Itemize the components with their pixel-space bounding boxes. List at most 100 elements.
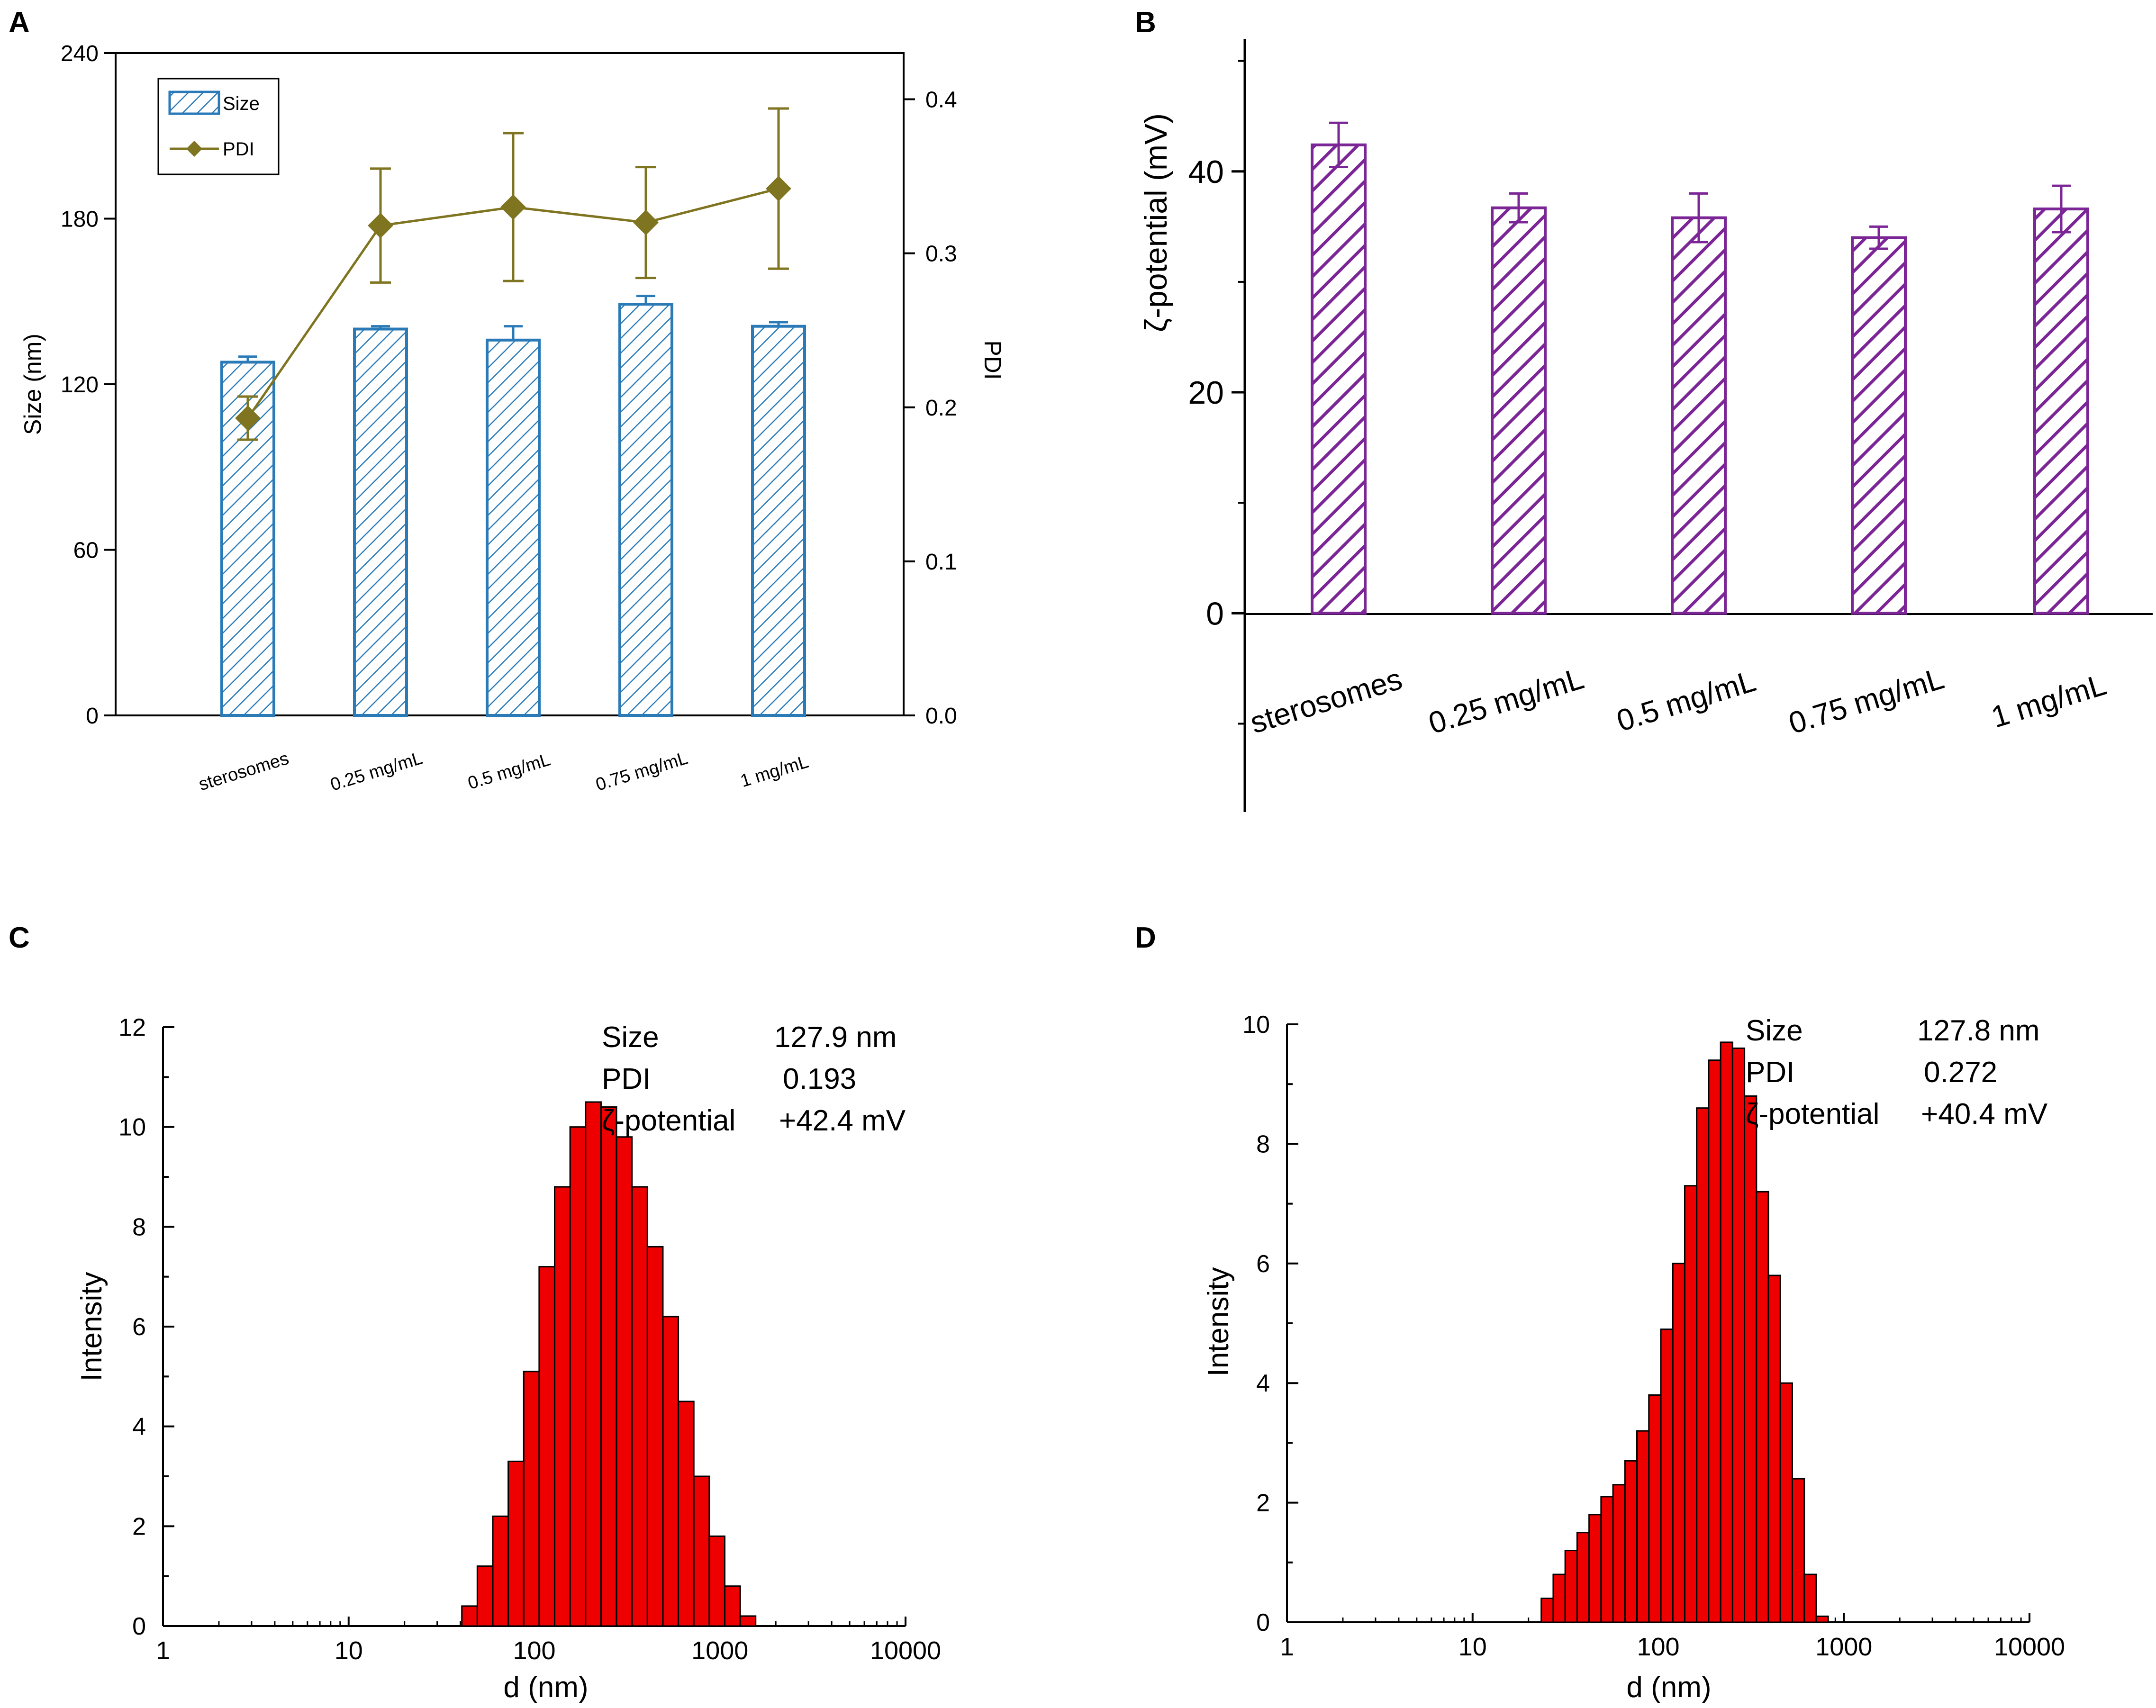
panel-d-y-axis-ticks: 0 2 4 6 8 10	[1242, 1011, 1298, 1636]
y2-tick-label: 0.2	[925, 396, 957, 421]
y-tick-label: 10	[118, 1114, 146, 1141]
histogram-bin	[724, 1585, 741, 1627]
panel-c-ylabel: Intensity	[75, 1272, 108, 1382]
y-tick-label: 4	[132, 1413, 146, 1441]
y-tick-label: 2	[132, 1513, 146, 1540]
histogram-bin	[1684, 1185, 1698, 1623]
panel-c-annotation: Size 127.9 nm PDI 0.193 ζ-potential +42.…	[602, 1021, 906, 1137]
zeta-bar	[1311, 143, 1367, 615]
x-tick-label: 1	[1280, 1633, 1294, 1661]
y-tick-label: 0	[86, 704, 99, 729]
panel-b-y-axis-ticks: 0 20 40	[1188, 60, 1245, 725]
histogram-bin	[585, 1101, 602, 1627]
x-tick-label: 1	[156, 1636, 170, 1665]
histogram-bin	[1779, 1382, 1794, 1623]
legend-size-swatch	[168, 90, 220, 115]
y2-tick-label: 0.0	[925, 704, 957, 729]
y-tick-label: 0	[1256, 1609, 1270, 1636]
y2-tick-label: 0.4	[925, 88, 957, 113]
y-tick-label: 60	[73, 538, 99, 563]
x-tick-label: 10	[335, 1636, 363, 1665]
histogram-bin	[1552, 1573, 1566, 1623]
legend-size-label: Size	[223, 93, 260, 114]
x-tick-label: 10000	[1994, 1633, 2065, 1661]
histogram-bin	[616, 1136, 633, 1627]
histogram-bin	[461, 1605, 478, 1627]
panel-d-xlabel: d (nm)	[1626, 1671, 1711, 1704]
category-label: 0.25 mg/mL	[328, 748, 425, 795]
category-label: 0.75 mg/mL	[1785, 661, 1948, 741]
panel-a-size-bars	[220, 295, 806, 717]
histogram-bin	[1803, 1573, 1817, 1623]
y-tick-label: 8	[132, 1213, 146, 1241]
size-bar	[486, 338, 541, 717]
histogram-bin	[1792, 1478, 1805, 1623]
y-tick-label: 240	[61, 41, 99, 66]
histogram-bin	[1756, 1191, 1769, 1623]
histogram-bin	[1708, 1059, 1721, 1623]
pdi-point	[368, 213, 393, 239]
category-label: 0.75 mg/mL	[593, 748, 690, 795]
histogram-bin	[678, 1401, 695, 1627]
panel-d-annotation: Size 127.8 nm PDI 0.272 ζ-potential +40.…	[1746, 1014, 2048, 1130]
size-bar	[618, 303, 673, 717]
category-label: 1 mg/mL	[1987, 667, 2110, 734]
panel-d-histogram: 1 10 100 1000 10000 0 2 4 6 8 10 d (nm) Intensity…	[1202, 1011, 2065, 1704]
x-tick-label: 100	[1637, 1633, 1679, 1661]
histogram-bin	[1720, 1041, 1733, 1623]
size-bar	[353, 327, 408, 717]
annotation-size-value: 127.9 nm	[774, 1021, 897, 1054]
y-tick-label: 40	[1188, 154, 1224, 190]
panel-label-d: D	[1135, 922, 1156, 954]
panel-d-x-axis-ticks: 1 10 100 1000 10000	[1280, 1613, 2065, 1661]
x-tick-label: 10000	[870, 1636, 941, 1665]
x-tick-label: 10	[1458, 1633, 1487, 1661]
histogram-bin	[1648, 1394, 1662, 1623]
panel-a-legend: Size PDI	[157, 78, 280, 175]
histogram-bin	[569, 1126, 587, 1627]
histogram-bin	[646, 1246, 664, 1627]
histogram-bin	[693, 1475, 710, 1627]
panel-a-y2label: PDI	[979, 340, 1006, 380]
panel-a-left-axis: 0 60 120 180 240	[61, 41, 116, 729]
histogram-bin	[1696, 1107, 1710, 1623]
histogram-bin	[1600, 1496, 1614, 1623]
panel-b-ylabel: ζ-potential (mV)	[1138, 113, 1173, 332]
category-label: 0.5 mg/mL	[1612, 663, 1759, 738]
histogram-bin	[476, 1565, 494, 1627]
histogram-bin	[1660, 1328, 1674, 1623]
histogram-bin	[1564, 1550, 1578, 1623]
y2-tick-label: 0.1	[925, 550, 957, 575]
histogram-bin	[662, 1316, 679, 1627]
y-tick-label: 20	[1188, 375, 1224, 411]
panel-label-c: C	[9, 922, 30, 954]
histogram-bin	[1672, 1263, 1685, 1623]
panel-a-size-pdi-chart: 0 60 120 180 240 0.0 0.1 0.2 0.3 0.4 sterosomes 0…	[19, 41, 1006, 795]
annotation-zeta-value: +42.4 mV	[779, 1104, 906, 1137]
y-tick-label: 180	[61, 207, 99, 232]
panel-d-ylabel: Intensity	[1202, 1267, 1235, 1377]
y2-tick-label: 0.3	[925, 242, 957, 267]
annotation-size-value: 127.8 nm	[1917, 1014, 2040, 1047]
zeta-bar	[1671, 216, 1727, 615]
category-label: 1 mg/mL	[738, 752, 811, 791]
histogram-bin	[1540, 1598, 1554, 1623]
pdi-point	[766, 176, 791, 201]
histogram-bin	[538, 1266, 556, 1627]
panel-c-histogram: 1 10 100 1000 10000 0 2 4 6 8 10 12 d (nm) Intensi…	[75, 1014, 941, 1704]
category-label: 0.25 mg/mL	[1424, 661, 1587, 741]
x-tick-label: 100	[513, 1636, 555, 1665]
panel-a-category-labels: sterosomes 0.25 mg/mL 0.5 mg/mL 0.75 mg/mL 1…	[196, 748, 811, 795]
annotation-size-label: Size	[1746, 1014, 1803, 1047]
y-tick-label: 12	[118, 1014, 146, 1041]
pdi-point	[500, 194, 526, 220]
y-tick-label: 4	[1256, 1370, 1270, 1397]
histogram-bin	[1588, 1514, 1602, 1623]
y-tick-label: 6	[132, 1313, 146, 1341]
histogram-bin	[523, 1371, 540, 1627]
x-tick-label: 1000	[1815, 1633, 1872, 1661]
legend-pdi-marker	[186, 141, 202, 157]
x-tick-label: 1000	[691, 1636, 748, 1665]
histogram-bin	[600, 1106, 617, 1627]
